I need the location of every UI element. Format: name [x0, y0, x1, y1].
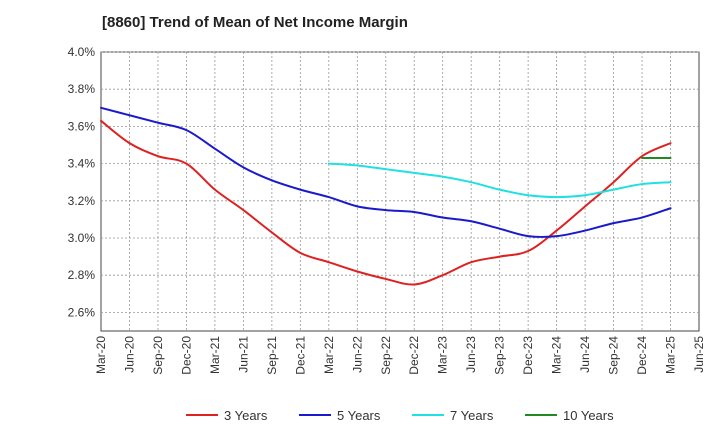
x-tick-label: Sep-23 [493, 336, 507, 375]
y-tick-label: 3.4% [68, 157, 96, 171]
x-tick-label: Jun-21 [236, 336, 250, 373]
x-tick-label: Mar-25 [664, 336, 678, 374]
y-tick-label: 3.8% [68, 82, 96, 96]
legend-label-5-years: 5 Years [337, 408, 381, 423]
y-tick-label: 3.6% [68, 119, 96, 133]
x-tick-label: Mar-23 [436, 336, 450, 374]
x-tick-label: Sep-20 [151, 336, 165, 375]
legend-label-7-years: 7 Years [450, 408, 494, 423]
x-tick-label: Jun-25 [692, 336, 706, 373]
x-tick-label: Sep-22 [379, 336, 393, 375]
x-tick-label: Dec-20 [179, 336, 193, 375]
series-line-3-years [100, 119, 672, 286]
x-tick-label: Mar-21 [208, 336, 222, 374]
x-tick-label: Dec-24 [635, 336, 649, 375]
legend-label-3-years: 3 Years [224, 408, 268, 423]
x-tick-label: Dec-21 [293, 336, 307, 375]
legend: 3 Years 5 Years 7 Years 10 Years [186, 408, 614, 423]
plot-area [100, 51, 700, 332]
y-tick-label: 2.8% [68, 268, 96, 282]
series-line-7-years [327, 162, 672, 199]
legend-label-10-years: 10 Years [563, 408, 614, 423]
y-axis: 2.6% 2.8% 3.0% 3.2% 3.4% 3.6% 3.8% 4.0% [68, 45, 96, 319]
x-tick-label: Jun-23 [464, 336, 478, 373]
x-axis: Mar-20 Jun-20 Sep-20 Dec-20 Mar-21 Jun-21 Sep-… [94, 336, 706, 375]
x-tick-label: Jun-24 [578, 336, 592, 373]
x-tick-label: Mar-22 [322, 336, 336, 374]
grid-layer [101, 51, 699, 331]
x-tick-label: Dec-22 [407, 336, 421, 375]
series-layer [100, 106, 672, 286]
x-tick-label: Jun-20 [122, 336, 136, 373]
y-tick-label: 3.0% [68, 231, 96, 245]
y-tick-label: 4.0% [68, 45, 96, 59]
x-tick-label: Mar-24 [550, 336, 564, 374]
y-tick-label: 3.2% [68, 194, 96, 208]
x-tick-label: Jun-22 [350, 336, 364, 373]
series-line-5-years [100, 106, 672, 238]
x-tick-label: Mar-20 [94, 336, 108, 374]
x-tick-label: Dec-23 [521, 336, 535, 375]
x-tick-label: Sep-21 [265, 336, 279, 375]
chart-title: [8860] Trend of Mean of Net Income Margi… [102, 14, 408, 31]
x-tick-label: Sep-24 [607, 336, 621, 375]
y-tick-label: 2.6% [68, 305, 96, 319]
